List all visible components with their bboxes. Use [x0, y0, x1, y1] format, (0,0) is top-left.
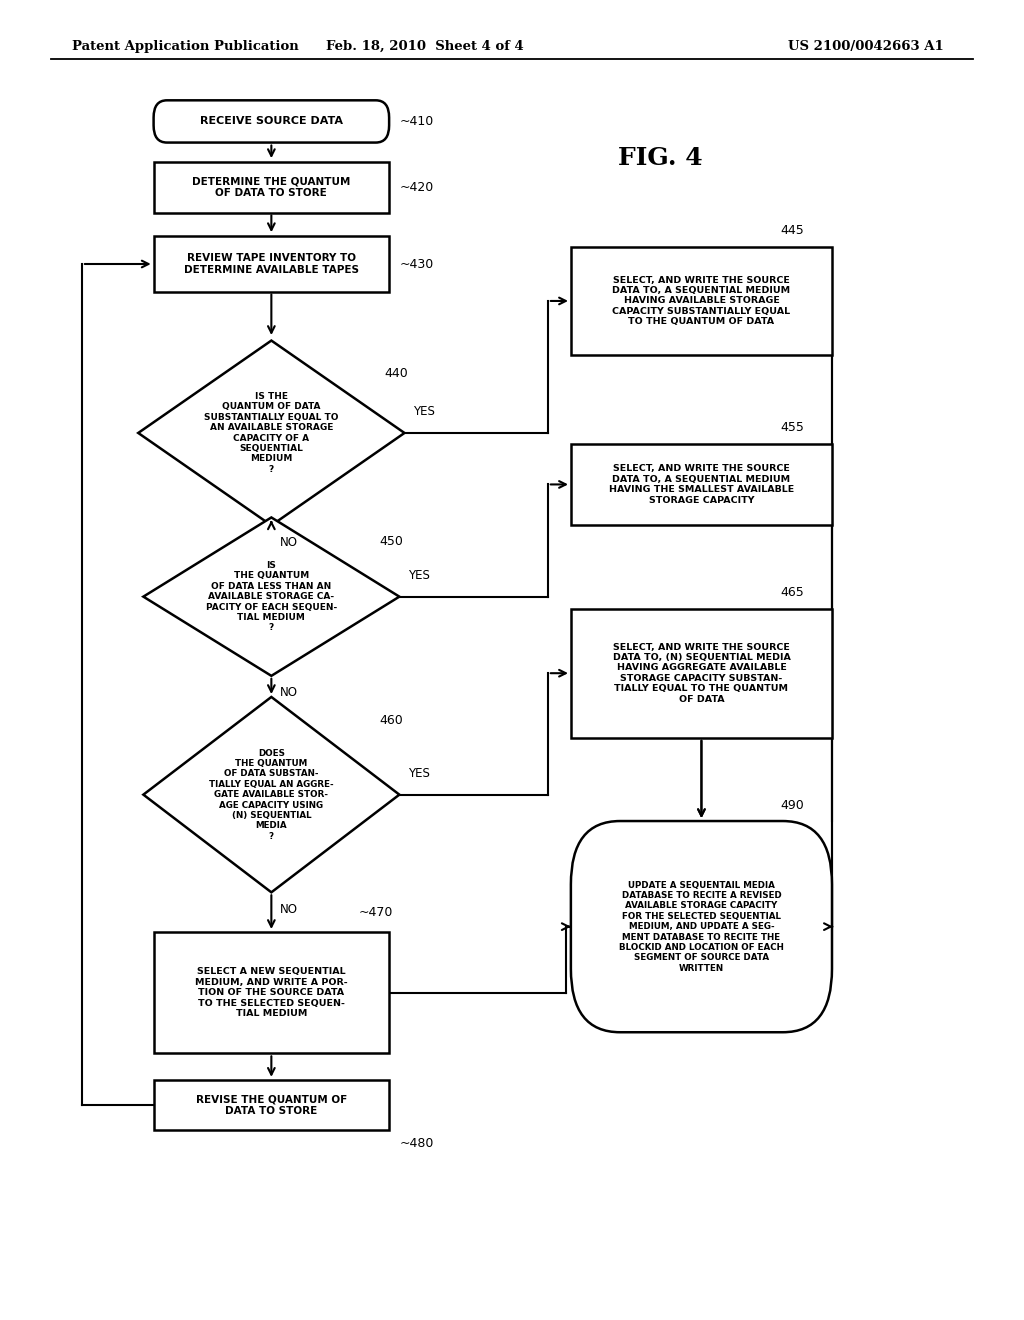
Bar — [154, 1080, 389, 1130]
Text: 490: 490 — [780, 799, 805, 812]
Text: SELECT A NEW SEQUENTIAL
MEDIUM, AND WRITE A POR-
TION OF THE SOURCE DATA
TO THE : SELECT A NEW SEQUENTIAL MEDIUM, AND WRIT… — [195, 968, 348, 1018]
Text: NO: NO — [280, 903, 298, 916]
Text: SELECT, AND WRITE THE SOURCE
DATA TO, A SEQUENTIAL MEDIUM
HAVING THE SMALLEST AV: SELECT, AND WRITE THE SOURCE DATA TO, A … — [609, 465, 794, 504]
Text: 450: 450 — [379, 535, 402, 548]
Text: 445: 445 — [780, 224, 805, 238]
Text: ~430: ~430 — [399, 257, 433, 271]
Polygon shape — [143, 697, 399, 892]
Text: IS
THE QUANTUM
OF DATA LESS THAN AN
AVAILABLE STORAGE CA-
PACITY OF EACH SEQUEN-: IS THE QUANTUM OF DATA LESS THAN AN AVAI… — [206, 561, 337, 632]
Bar — [154, 932, 389, 1053]
Text: REVIEW TAPE INVENTORY TO
DETERMINE AVAILABLE TAPES: REVIEW TAPE INVENTORY TO DETERMINE AVAIL… — [184, 253, 358, 275]
FancyBboxPatch shape — [571, 821, 833, 1032]
Text: 465: 465 — [780, 586, 805, 599]
Text: NO: NO — [280, 686, 298, 700]
Text: SELECT, AND WRITE THE SOURCE
DATA TO, (N) SEQUENTIAL MEDIA
HAVING AGGREGATE AVAI: SELECT, AND WRITE THE SOURCE DATA TO, (N… — [612, 643, 791, 704]
Text: US 2100/0042663 A1: US 2100/0042663 A1 — [788, 40, 944, 53]
Polygon shape — [138, 341, 404, 525]
Bar — [571, 444, 833, 525]
Text: YES: YES — [408, 569, 429, 582]
Text: YES: YES — [408, 767, 429, 780]
Text: UPDATE A SEQUENTAIL MEDIA
DATABASE TO RECITE A REVISED
AVAILABLE STORAGE CAPACIT: UPDATE A SEQUENTAIL MEDIA DATABASE TO RE… — [618, 880, 784, 973]
Bar — [154, 162, 389, 213]
Text: 460: 460 — [379, 714, 402, 727]
FancyBboxPatch shape — [154, 100, 389, 143]
Text: 455: 455 — [780, 421, 805, 434]
Text: NO: NO — [280, 536, 298, 549]
Text: DETERMINE THE QUANTUM
OF DATA TO STORE: DETERMINE THE QUANTUM OF DATA TO STORE — [193, 177, 350, 198]
Text: RECEIVE SOURCE DATA: RECEIVE SOURCE DATA — [200, 116, 343, 127]
Text: YES: YES — [413, 405, 434, 418]
Polygon shape — [143, 517, 399, 676]
Bar — [571, 609, 833, 738]
Text: REVISE THE QUANTUM OF
DATA TO STORE: REVISE THE QUANTUM OF DATA TO STORE — [196, 1094, 347, 1115]
Bar — [571, 247, 833, 355]
Text: ~410: ~410 — [399, 115, 433, 128]
Bar — [154, 236, 389, 292]
Text: ~470: ~470 — [358, 906, 393, 919]
Text: IS THE
QUANTUM OF DATA
SUBSTANTIALLY EQUAL TO
AN AVAILABLE STORAGE
CAPACITY OF A: IS THE QUANTUM OF DATA SUBSTANTIALLY EQU… — [204, 392, 339, 474]
Text: ~480: ~480 — [399, 1137, 434, 1150]
Text: ~420: ~420 — [399, 181, 433, 194]
Text: Patent Application Publication: Patent Application Publication — [72, 40, 298, 53]
Text: DOES
THE QUANTUM
OF DATA SUBSTAN-
TIALLY EQUAL AN AGGRE-
GATE AVAILABLE STOR-
AG: DOES THE QUANTUM OF DATA SUBSTAN- TIALLY… — [209, 748, 334, 841]
Text: 440: 440 — [384, 367, 408, 380]
Text: FIG. 4: FIG. 4 — [618, 147, 702, 170]
Text: Feb. 18, 2010  Sheet 4 of 4: Feb. 18, 2010 Sheet 4 of 4 — [326, 40, 524, 53]
Text: SELECT, AND WRITE THE SOURCE
DATA TO, A SEQUENTIAL MEDIUM
HAVING AVAILABLE STORA: SELECT, AND WRITE THE SOURCE DATA TO, A … — [612, 276, 791, 326]
